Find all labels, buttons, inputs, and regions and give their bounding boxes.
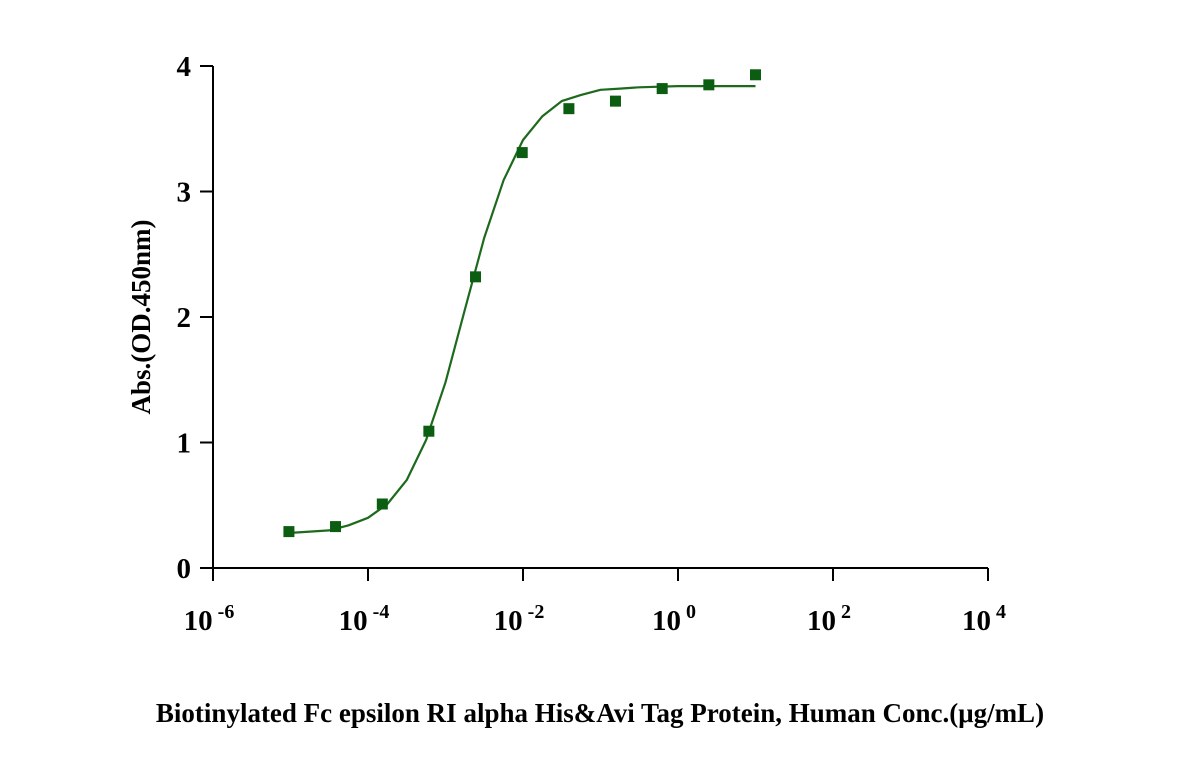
x-tick-label: 10 0 <box>652 601 696 637</box>
data-point <box>750 69 761 81</box>
fit-curve <box>290 85 756 534</box>
data-point <box>516 147 528 159</box>
data-point <box>470 271 482 283</box>
y-tick-label: 0 <box>177 553 192 585</box>
x-tick-label: 10 -4 <box>339 601 390 637</box>
data-point <box>330 521 342 533</box>
y-axis-title: Abs.(OD.450nm) <box>126 219 156 414</box>
data-point <box>423 425 435 437</box>
data-point <box>609 95 621 107</box>
y-tick-label: 2 <box>177 302 192 334</box>
y-tick-label: 3 <box>177 177 192 209</box>
x-tick-label: 10 -2 <box>494 601 545 637</box>
data-point <box>283 526 295 538</box>
x-tick-label: 10 4 <box>962 601 1006 637</box>
y-tick-label: 1 <box>177 428 192 460</box>
data-point <box>703 79 715 91</box>
data-point <box>656 83 668 95</box>
x-axis-title: Biotinylated Fc epsilon RI alpha His&Avi… <box>156 698 1044 728</box>
data-point <box>376 498 388 510</box>
x-tick-label: 10 2 <box>807 601 851 637</box>
y-tick-label: 4 <box>177 51 192 83</box>
x-tick-label: 10 -6 <box>184 601 235 637</box>
data-point <box>563 103 575 115</box>
